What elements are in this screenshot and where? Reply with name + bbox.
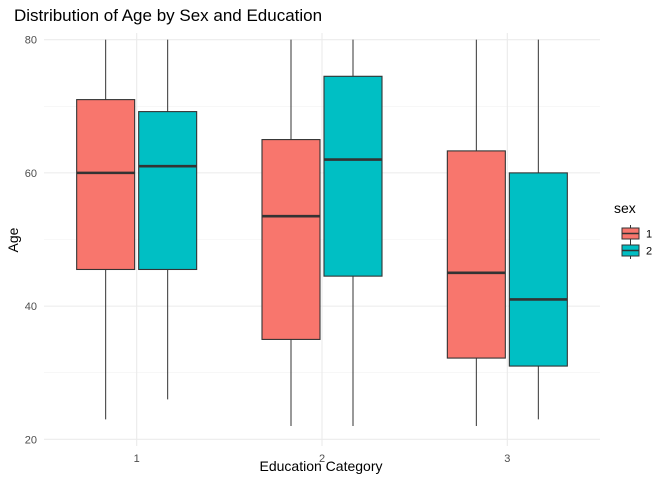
y-axis-title: Age <box>5 227 21 252</box>
legend-label: 2 <box>646 246 652 258</box>
x-tick-label: 3 <box>504 453 510 465</box>
legend-entry-2: 2 <box>621 242 652 259</box>
box <box>323 75 383 277</box>
series-1 <box>76 39 506 427</box>
box <box>76 99 136 271</box>
box <box>261 139 321 340</box>
y-tick-label: 80 <box>25 35 37 47</box>
legend-title: sex <box>614 200 636 216</box>
box <box>508 172 568 367</box>
box <box>446 150 506 359</box>
legend: sex 1 2 <box>614 200 652 259</box>
y-tick-label: 20 <box>25 434 37 446</box>
x-axis-title: Education Category <box>260 458 383 474</box>
x-tick-label: 2 <box>319 453 325 465</box>
y-tick-label: 60 <box>25 168 37 180</box>
legend-label: 1 <box>646 229 652 241</box>
box <box>138 111 198 271</box>
grid <box>44 33 600 446</box>
x-tick-label: 1 <box>134 453 140 465</box>
axes: 20 40 60 80 1 2 3 <box>25 35 511 465</box>
plot-area <box>76 39 568 427</box>
chart-title: Distribution of Age by Sex and Education <box>14 6 322 25</box>
y-tick-label: 40 <box>25 301 37 313</box>
legend-entry-1: 1 <box>621 225 652 242</box>
series-2 <box>138 39 568 427</box>
